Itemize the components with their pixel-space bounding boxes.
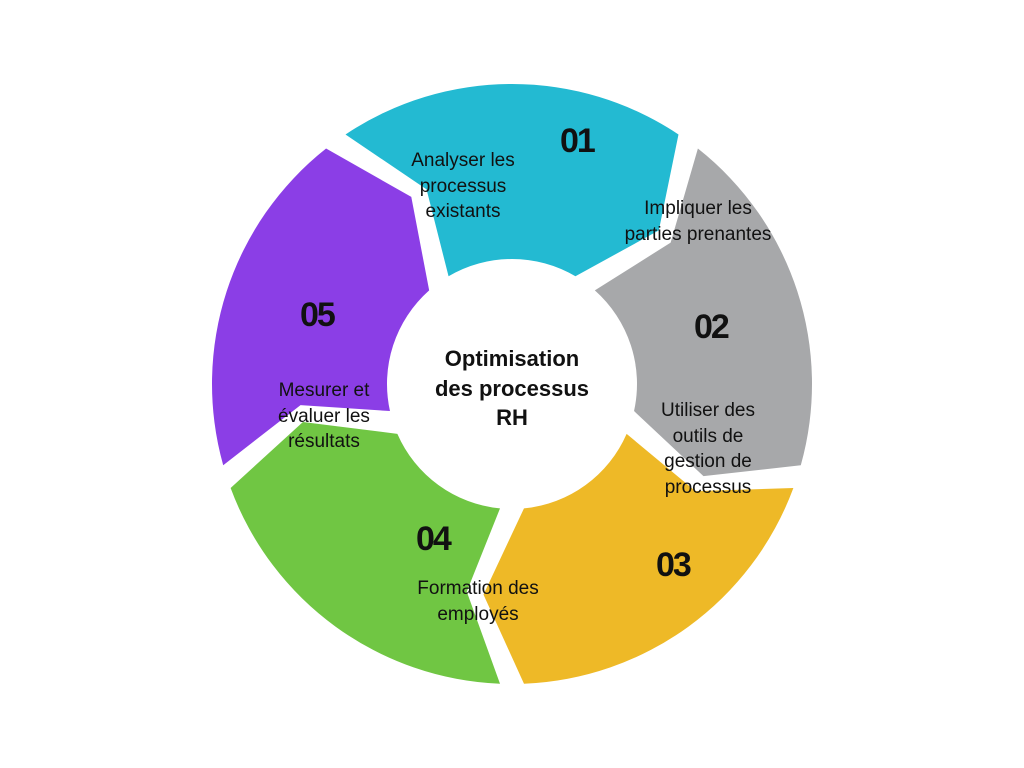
circular-process-diagram: Optimisationdes processusRH 01Analyser l… [0,0,1024,768]
center-title-line: des processus [402,374,622,404]
center-title-line: RH [402,403,622,433]
segment-number-04: 04 [416,520,450,559]
segment-label-02: Impliquer lesparties prenantes [598,196,798,247]
segment-label-line: Mesurer et [244,378,404,404]
segment-label-line: gestion de [628,449,788,475]
segment-label-line: évaluer les [244,404,404,430]
segment-label-line: Impliquer les [598,196,798,222]
segment-label-line: outils de [628,424,788,450]
segment-label-line: Formation des [378,576,578,602]
segment-label-04: Formation desemployés [378,576,578,627]
segment-label-line: parties prenantes [598,222,798,248]
segment-label-line: Analyser les [373,148,553,174]
segment-label-line: employés [378,602,578,628]
segment-label-line: processus [628,475,788,501]
segment-number-01: 01 [560,122,594,161]
segment-label-line: processus [373,174,553,200]
center-title: Optimisationdes processusRH [402,344,622,433]
center-title-line: Optimisation [402,344,622,374]
segment-label-line: existants [373,199,553,225]
segment-number-05: 05 [300,296,334,335]
segment-label-03: Utiliser desoutils degestion deprocessus [628,398,788,501]
segment-label-line: Utiliser des [628,398,788,424]
segment-label-05: Mesurer etévaluer lesrésultats [244,378,404,455]
segment-label-01: Analyser lesprocessusexistants [373,148,553,225]
segment-number-02: 02 [694,308,728,347]
segment-label-line: résultats [244,429,404,455]
segment-number-03: 03 [656,546,690,585]
